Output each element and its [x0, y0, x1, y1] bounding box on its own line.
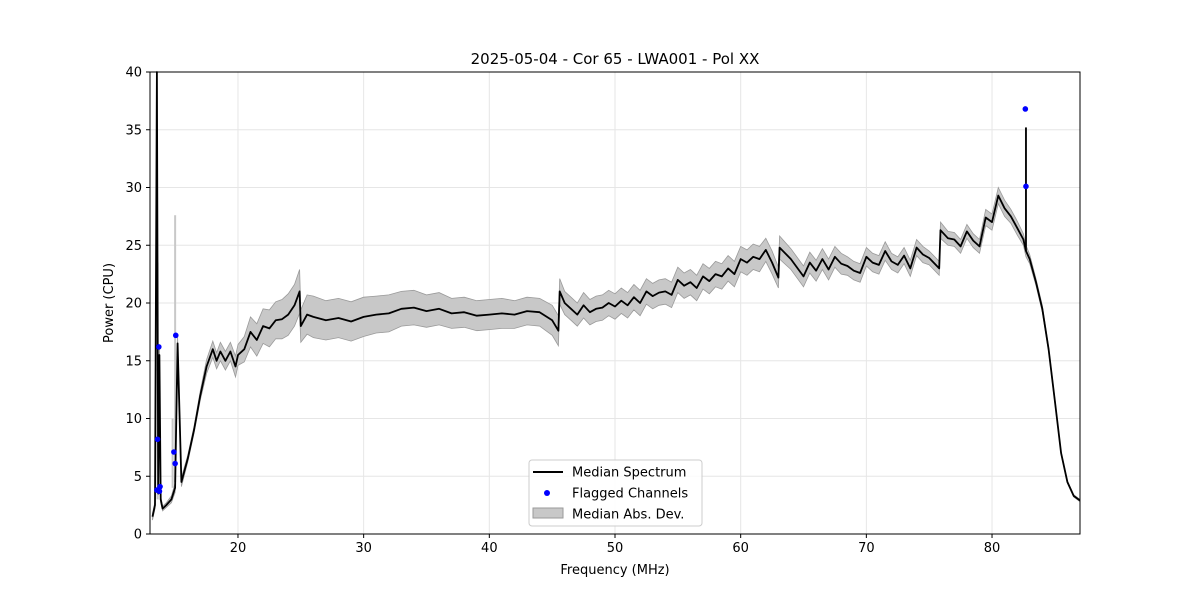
legend-mad-label: Median Abs. Dev. — [572, 508, 684, 523]
y-tick-label: 0 — [134, 528, 142, 543]
y-tick-label: 5 — [134, 470, 142, 485]
x-tick-label: 60 — [732, 541, 749, 556]
flagged-point — [154, 436, 161, 443]
x-tick-label: 40 — [481, 541, 498, 556]
y-axis-label: Power (CPU) — [102, 263, 117, 343]
flagged-point — [1022, 106, 1029, 112]
chart-title: 2025-05-04 - Cor 65 - LWA001 - Pol XX — [471, 50, 760, 68]
x-tick-label: 50 — [607, 541, 624, 556]
y-tick-label: 25 — [125, 239, 142, 254]
y-tick-label: 20 — [125, 297, 142, 312]
y-tick-label: 40 — [125, 66, 142, 81]
legend-box — [528, 459, 703, 527]
y-tick-label: 35 — [125, 123, 142, 138]
x-tick-label: 30 — [355, 541, 372, 556]
flagged-point — [1023, 183, 1029, 190]
mad-spike — [174, 215, 177, 483]
y-tick-label: 10 — [125, 412, 142, 427]
x-axis-label: Frequency (MHz) — [560, 563, 669, 578]
flagged-point — [172, 332, 179, 339]
legend: Median Spectrum Flagged Channels Median … — [528, 459, 703, 527]
legend-flagged-label: Flagged Channels — [572, 487, 688, 502]
legend-median-label: Median Spectrum — [572, 466, 686, 481]
x-tick-label: 70 — [858, 541, 875, 556]
flagged-points-layer — [154, 106, 1029, 495]
flagged-point — [156, 488, 163, 495]
flagged-point — [171, 449, 177, 455]
median-spectrum-line — [151, 71, 1081, 517]
axis-ticks: 20 30 40 50 60 70 80 0 5 10 15 20 25 30 35 40 — [125, 66, 1000, 557]
x-tick-label: 20 — [230, 541, 247, 556]
flagged-point — [172, 460, 178, 467]
flagged-point — [155, 344, 162, 350]
y-tick-label: 15 — [125, 354, 142, 369]
x-tick-label: 80 — [984, 541, 1001, 556]
flagged-point — [157, 483, 163, 490]
y-tick-label: 30 — [125, 181, 142, 196]
legend-flagged-swatch — [544, 490, 550, 496]
legend-mad-swatch — [532, 507, 564, 519]
median-line-layer — [151, 71, 1081, 517]
